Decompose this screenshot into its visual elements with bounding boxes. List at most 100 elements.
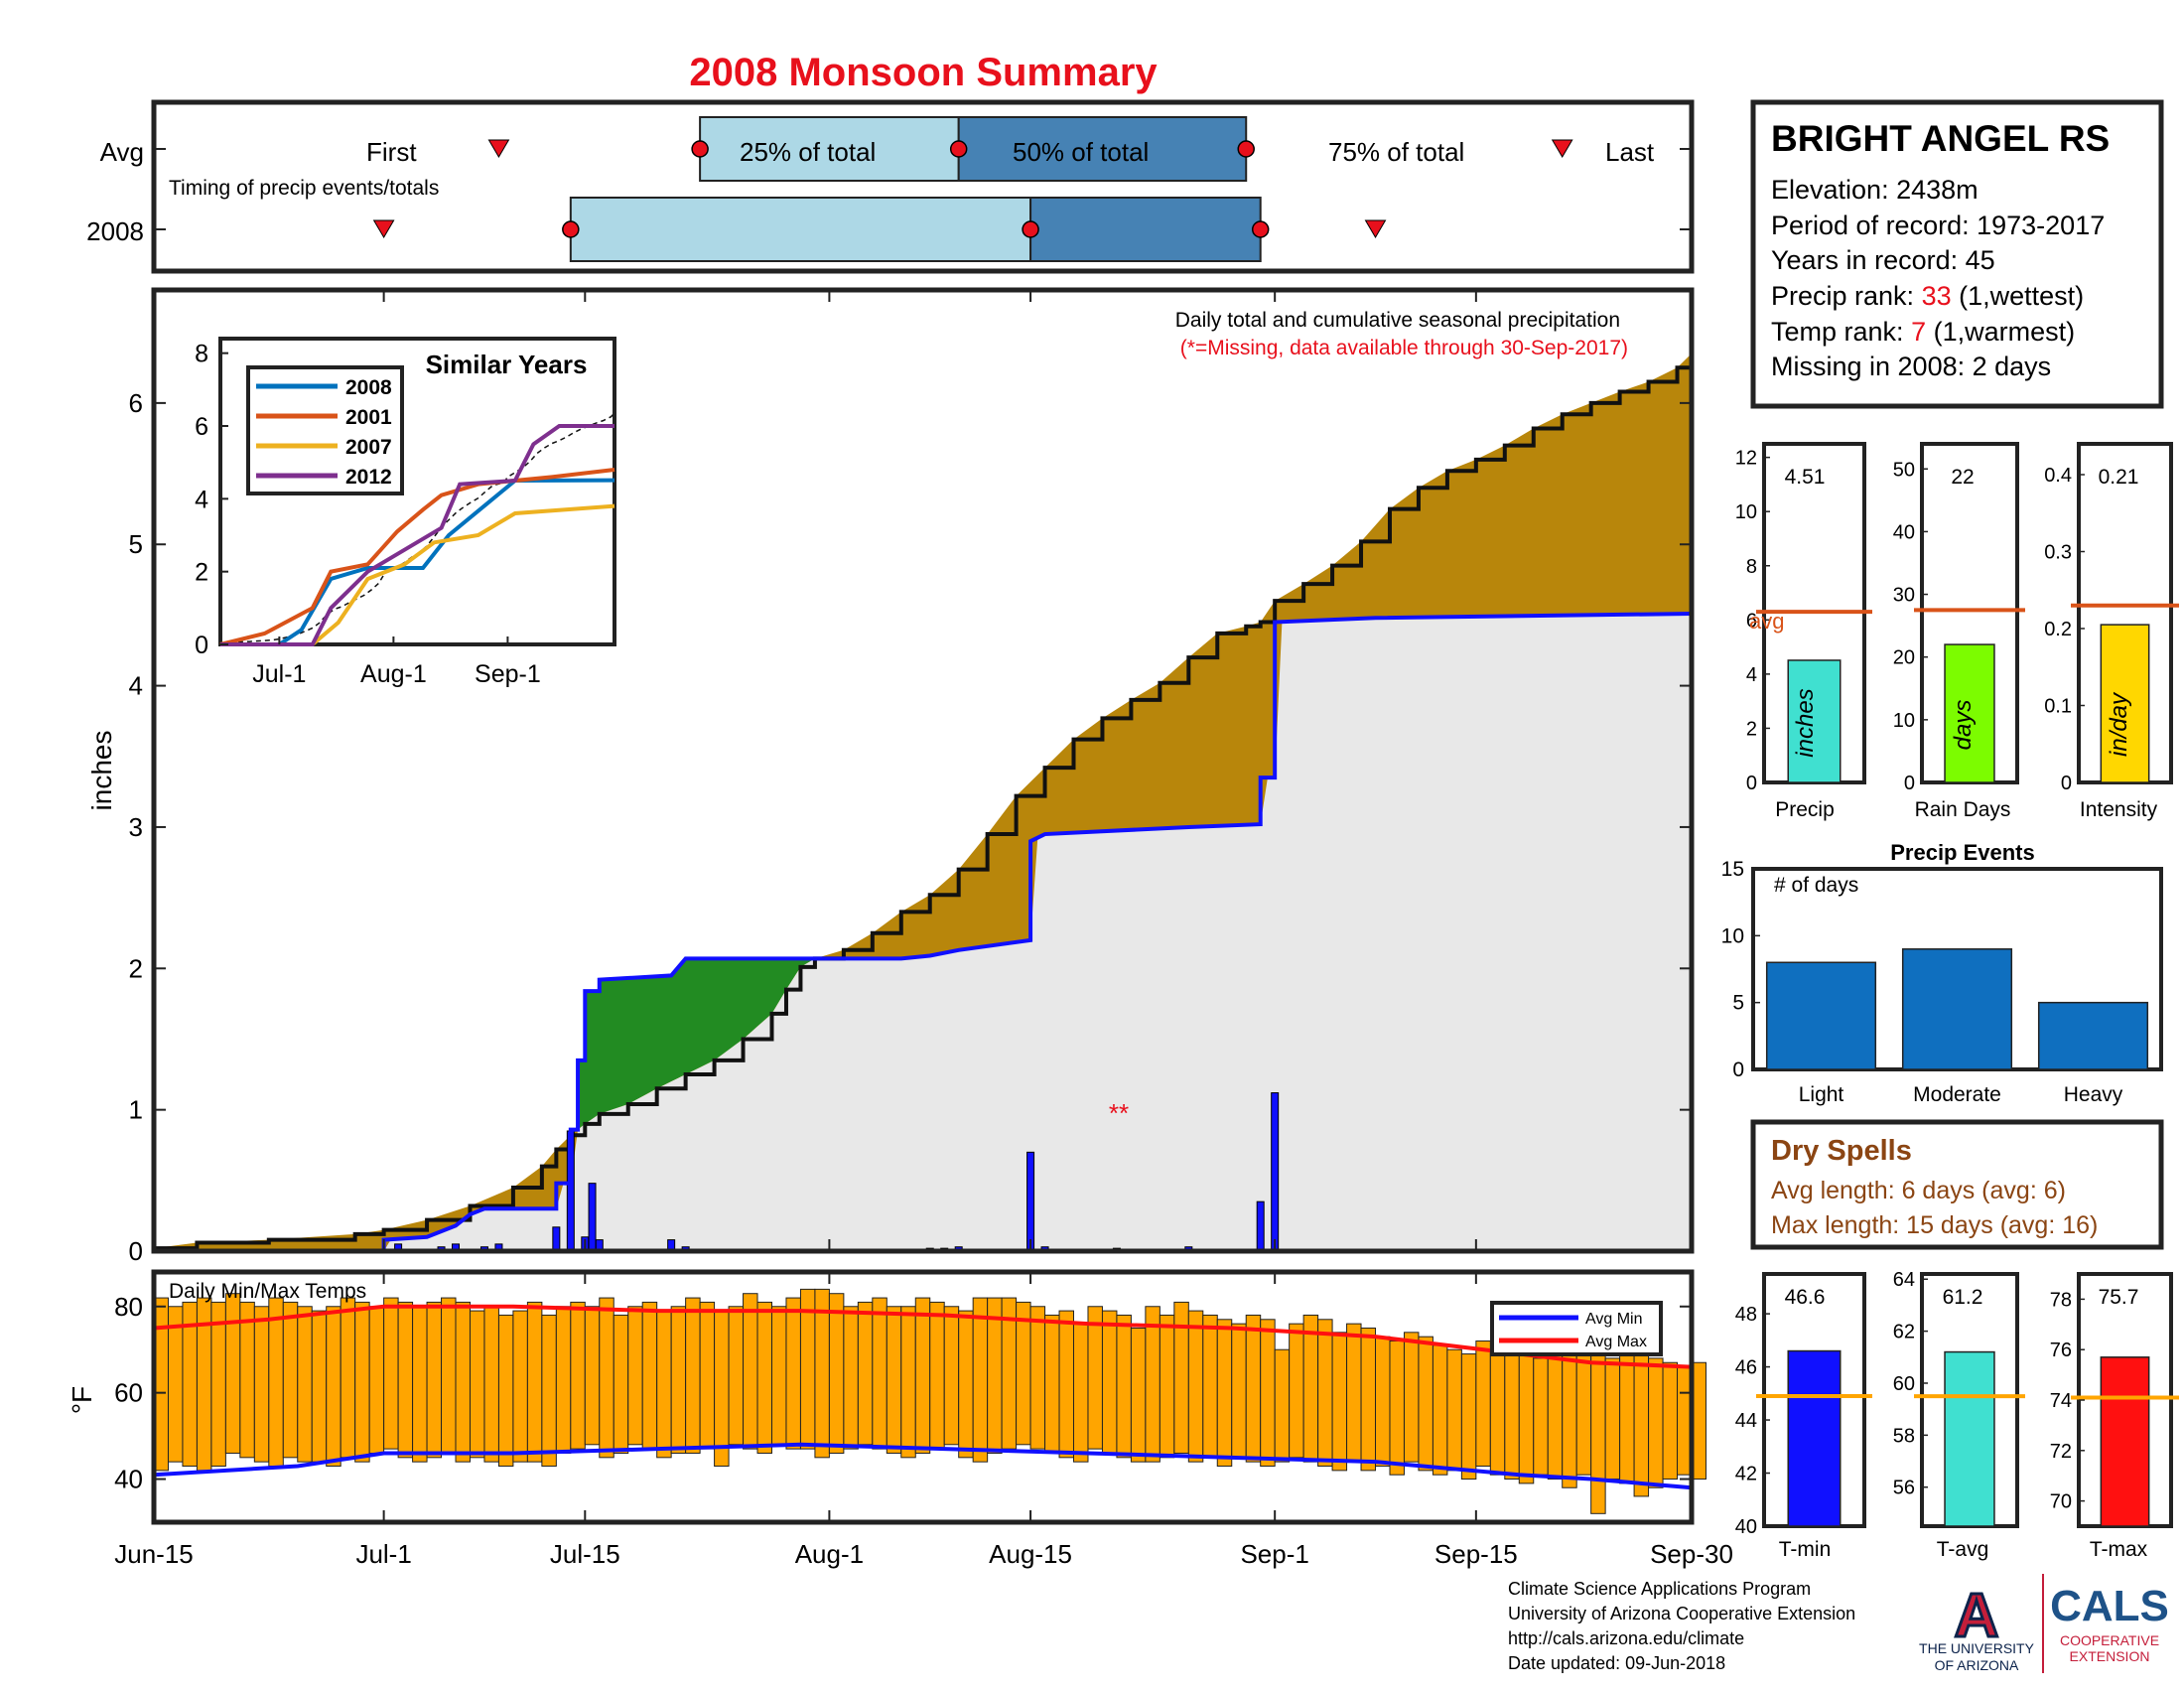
station-name: BRIGHT ANGEL RS xyxy=(1771,118,2110,159)
tavg-ytick-label-64: 64 xyxy=(1893,1269,1915,1291)
legend-label-2007: 2007 xyxy=(345,436,392,459)
ua-logo-line-1: THE UNIVERSITY xyxy=(1919,1640,2035,1656)
stat-precip-ytick-label-4: 4 xyxy=(1746,664,1757,686)
temp-range-bar-18 xyxy=(412,1306,428,1463)
temp-range-bar-95 xyxy=(1518,1348,1535,1484)
temp-range-bar-24 xyxy=(497,1314,514,1468)
temp-range-bar-60 xyxy=(1016,1301,1031,1446)
temp-range-bar-70 xyxy=(1159,1314,1175,1459)
precip-events-title: Precip Events xyxy=(1890,840,2035,865)
temp-range-bar-34 xyxy=(641,1301,658,1450)
tmin-bar xyxy=(1787,1349,1842,1527)
timing-row-avg-label: Avg xyxy=(100,137,144,167)
precip-bar-label: inches xyxy=(1792,688,1819,757)
temp-range-bar-92 xyxy=(1475,1340,1491,1468)
inset-ytick-label-2: 2 xyxy=(195,559,208,587)
cumulative-ytick-label-2: 2 xyxy=(129,953,143,983)
temp-range-bar-83 xyxy=(1346,1323,1362,1463)
temp-range-bar-4 xyxy=(210,1301,226,1468)
timing-marker-q50-1 xyxy=(1022,220,1039,238)
temp-range-bar-96 xyxy=(1533,1357,1549,1476)
temp-range-bar-79 xyxy=(1289,1323,1304,1459)
temp-range-bar-88 xyxy=(1418,1336,1433,1472)
precip-events-ytick-label-10: 10 xyxy=(1721,924,1744,947)
tmin-chart: 40 42 44 46 48 xyxy=(1735,1272,1872,1538)
precip-events-ytick-label-15: 15 xyxy=(1721,858,1744,881)
temp-range-bar-5 xyxy=(224,1293,241,1454)
dry-spells-max-length: Max length: 15 days (avg: 16) xyxy=(1771,1211,2098,1239)
tavg-bar xyxy=(1944,1350,1995,1527)
ua-logo-line-2: OF ARIZONA xyxy=(1935,1657,2019,1673)
stat-raindays-bar xyxy=(1944,643,1995,783)
temp-range-bar-90 xyxy=(1446,1348,1462,1472)
inset-ytick-label-0: 0 xyxy=(195,632,208,659)
temp-range-bar-99 xyxy=(1575,1353,1592,1476)
precip-events-ylabel: # of days xyxy=(1774,874,1858,897)
temp-range-bar-63 xyxy=(1058,1310,1075,1459)
tavg-ytick-label-56: 56 xyxy=(1893,1478,1915,1499)
date-tick-label-Jul-1: Jul-1 xyxy=(355,1539,411,1569)
temp-range-bar-74 xyxy=(1216,1319,1233,1468)
ua-a-mark: A xyxy=(1955,1582,1999,1650)
timing-panel xyxy=(154,116,1692,262)
date-tick-label-Sep-30: Sep-30 xyxy=(1650,1539,1733,1569)
temp-avg-min-line xyxy=(153,1442,1693,1490)
legend-label-2001: 2001 xyxy=(345,406,392,429)
season-date-axis: Jun-15 Jul-1 Jul-15 Aug-1 Aug-15 Sep-1 Sep-15 S… xyxy=(114,290,1733,1569)
cumulative-ytick-label-4: 4 xyxy=(129,671,143,701)
tavg-ytick-label-62: 62 xyxy=(1893,1322,1915,1343)
station-info-box xyxy=(1750,99,2164,409)
temp-ytick-label-40: 40 xyxy=(114,1465,143,1494)
cumulative-ytick-label-0: 0 xyxy=(129,1236,143,1266)
similar-years-title: Similar Years xyxy=(426,350,588,379)
temp-range-bar-55 xyxy=(943,1306,960,1446)
temp-range-bar-10 xyxy=(297,1306,313,1463)
timing-label-q25: 25% of total xyxy=(740,137,876,167)
precip-events-chart: Light Moderate Heavy 0 5 10 15 xyxy=(1721,858,2163,1106)
cumulative-ytick-label-5: 5 xyxy=(129,529,143,559)
stat-precip-ytick-label-2: 2 xyxy=(1746,718,1757,740)
dry-spells-avg-length: Avg length: 6 days (avg: 6) xyxy=(1771,1177,2066,1204)
timing-triangle-last-0 xyxy=(1551,139,1573,158)
temp-range-bar-69 xyxy=(1145,1306,1160,1463)
timing-label-first: First xyxy=(366,137,417,167)
temp-range-bar-7 xyxy=(253,1306,270,1463)
temp-range-bar-42 xyxy=(756,1301,772,1454)
temp-range-bar-52 xyxy=(900,1306,916,1459)
timing-marker-q25-0 xyxy=(691,140,709,158)
rain-days-chart: 0 10 20 30 40 50 xyxy=(1893,442,2025,794)
tavg-chart: 56 58 60 62 64 xyxy=(1893,1269,2025,1528)
daily-precip-bar-19 xyxy=(1256,1200,1265,1252)
station-precip-rank: Precip rank: 33 (1,wettest) xyxy=(1771,281,2084,311)
precip-rank-value: 33 xyxy=(1922,281,1952,311)
temp-range-bar-102 xyxy=(1619,1348,1635,1484)
timing-box-lower-0 xyxy=(699,116,960,182)
similar-years-avg-line xyxy=(219,412,615,645)
precip-events-label-light: Light xyxy=(1799,1083,1844,1106)
temps-legend-box xyxy=(1490,1301,1663,1356)
temp-rank-value: 7 xyxy=(1911,317,1926,347)
precip-total-xlabel: Precip xyxy=(1775,798,1835,821)
temp-range-bar-23 xyxy=(483,1306,499,1463)
temp-range-bar-82 xyxy=(1331,1332,1348,1472)
stat-raindays-ytick-label-30: 30 xyxy=(1893,585,1915,607)
station-years: Years in record: 45 xyxy=(1771,245,1995,275)
tmin-value: 46.6 xyxy=(1785,1286,1826,1309)
tmin-ytick-label-44: 44 xyxy=(1735,1410,1757,1432)
cals-line-1: COOPERATIVE xyxy=(2060,1632,2159,1648)
temp-range-bar-78 xyxy=(1274,1348,1291,1463)
temp-range-bar-86 xyxy=(1389,1340,1405,1476)
daily-precip-bar-5 xyxy=(552,1226,561,1252)
dry-spells-box xyxy=(1750,1119,2164,1250)
temp-ytick-label-60: 60 xyxy=(114,1378,143,1408)
timing-label-q50: 50% of total xyxy=(1013,137,1149,167)
temp-range-bar-9 xyxy=(282,1301,299,1459)
station-elevation: Elevation: 2438m xyxy=(1771,175,1979,205)
inset-xtick-label-Jul-1: Jul-1 xyxy=(252,660,306,688)
daily-precip-bar-15 xyxy=(1026,1151,1035,1252)
cumulative-precip-chart: 0 1 2 3 4 5 6 xyxy=(129,353,1694,1266)
temp-range-bar-89 xyxy=(1432,1344,1448,1476)
temp-range-bar-76 xyxy=(1245,1314,1262,1463)
temp-range-bar-67 xyxy=(1116,1314,1132,1459)
timing-box-lower-1 xyxy=(569,197,1032,262)
